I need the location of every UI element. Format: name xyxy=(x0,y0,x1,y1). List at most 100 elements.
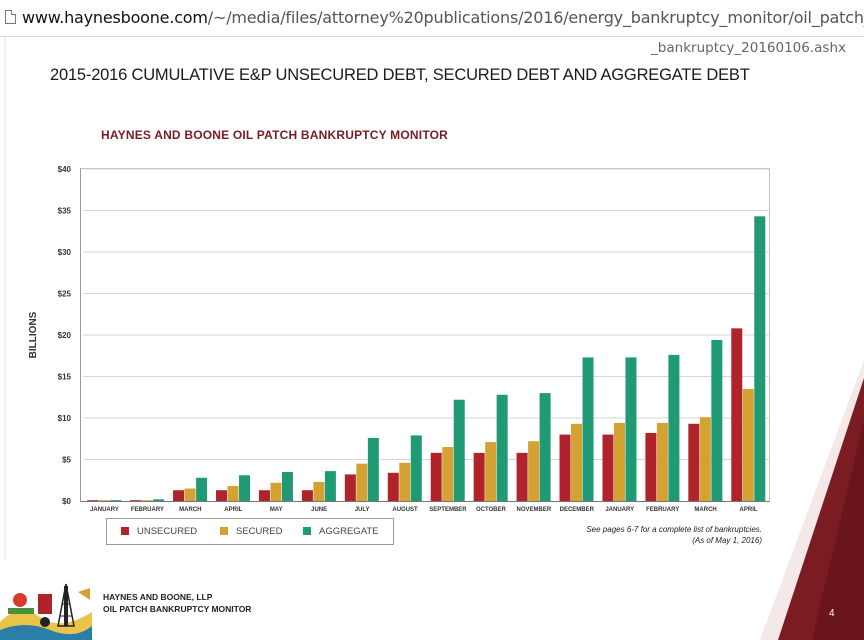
x-tick-label: JULY xyxy=(355,507,370,513)
bar-secured xyxy=(485,442,497,501)
bar-secured xyxy=(613,422,625,501)
x-tick-label: MARCH xyxy=(694,507,716,513)
bar-secured xyxy=(442,447,454,501)
bar-secured xyxy=(141,500,153,501)
url-host: www.haynesboone.com xyxy=(22,8,208,27)
y-tick-label: $0 xyxy=(62,497,71,506)
bar-secured xyxy=(742,388,754,501)
x-tick-label: JANUARY xyxy=(90,507,119,513)
chart-title: HAYNES AND BOONE OIL PATCH BANKRUPTCY MO… xyxy=(101,128,449,142)
x-tick-label: APRIL xyxy=(224,507,242,513)
bar-secured xyxy=(399,462,411,501)
x-tick-label: MARCH xyxy=(179,507,201,513)
bar-secured xyxy=(270,482,282,501)
x-tick-label: FEBRUARY xyxy=(646,507,679,513)
bar-secured xyxy=(656,422,668,501)
y-tick-label: $40 xyxy=(58,165,72,174)
x-tick-label: FEBRUARY xyxy=(131,507,164,513)
legend-item-unsecured: UNSECURED xyxy=(121,526,197,537)
bar-aggregate xyxy=(754,216,766,501)
x-tick-label: SEPTEMBER xyxy=(429,507,467,513)
y-tick-label: $30 xyxy=(58,248,72,257)
bar-secured xyxy=(699,417,711,501)
page-icon xyxy=(5,10,16,24)
bar-aggregate xyxy=(668,354,680,501)
bar-aggregate xyxy=(367,437,379,501)
x-tick-label: JANUARY xyxy=(605,507,634,513)
x-tick-label: APRIL xyxy=(740,507,758,513)
bar-secured xyxy=(356,463,368,501)
bar-unsecured xyxy=(173,490,185,501)
legend-label-secured: SECURED xyxy=(236,526,283,537)
bar-unsecured xyxy=(258,490,270,501)
url-continuation: _bankruptcy_20160106.ashx xyxy=(651,40,846,56)
bar-unsecured xyxy=(688,423,700,501)
bar-unsecured xyxy=(387,472,399,501)
x-tick-label: JUNE xyxy=(311,507,327,513)
bar-unsecured xyxy=(731,328,743,501)
bar-unsecured xyxy=(430,452,442,501)
legend-item-secured: SECURED xyxy=(220,526,282,537)
x-tick-label: NOVEMBER xyxy=(517,507,552,513)
x-tick-label: MAY xyxy=(270,507,283,513)
y-tick-label: $15 xyxy=(58,373,72,382)
footer-firm: HAYNES AND BOONE, LLP xyxy=(103,592,213,602)
bar-aggregate xyxy=(711,339,723,501)
y-axis-label: BILLIONS xyxy=(28,311,39,358)
y-tick-label: $25 xyxy=(58,290,72,299)
bar-aggregate xyxy=(625,357,637,501)
bar-unsecured xyxy=(645,432,657,501)
bar-unsecured xyxy=(473,452,485,501)
bar-unsecured xyxy=(344,474,356,501)
bar-aggregate xyxy=(153,499,165,501)
page-number: 4 xyxy=(829,608,835,619)
y-tick-label: $5 xyxy=(62,456,71,465)
note-line-2: (As of May 1, 2016) xyxy=(692,536,762,545)
bar-aggregate xyxy=(410,435,422,501)
bar-unsecured xyxy=(87,500,99,501)
bar-secured xyxy=(227,486,239,501)
y-tick-label: $35 xyxy=(58,207,72,216)
x-tick-label: AUGUST xyxy=(392,507,418,513)
bar-unsecured xyxy=(301,490,313,501)
bar-aggregate xyxy=(582,357,594,501)
footer-monitor: OIL PATCH BANKRUPTCY MONITOR xyxy=(103,604,252,614)
y-tick-label: $20 xyxy=(58,331,72,340)
url-text[interactable]: www.haynesboone.com/~/media/files/attorn… xyxy=(22,8,864,27)
note-line-1: See pages 6-7 for a complete list of ban… xyxy=(586,525,762,534)
bar-unsecured xyxy=(602,434,614,501)
legend-label-unsecured: UNSECURED xyxy=(137,526,198,537)
bar-unsecured xyxy=(559,434,571,501)
bar-secured xyxy=(528,441,540,501)
bar-aggregate xyxy=(110,500,122,501)
bar-aggregate xyxy=(239,475,251,501)
url-path: /~/media/files/attorney%20publications/2… xyxy=(207,8,864,27)
y-tick-label: $10 xyxy=(58,414,72,423)
slide-title: 2015-2016 CUMULATIVE E&P UNSECURED DEBT,… xyxy=(50,66,750,84)
bar-secured xyxy=(98,500,110,501)
legend-swatch-unsecured xyxy=(121,527,129,535)
bar-secured xyxy=(184,488,196,501)
bar-aggregate xyxy=(281,471,293,501)
bar-aggregate xyxy=(496,394,508,501)
legend-item-aggregate: AGGREGATE xyxy=(303,526,378,537)
chart-note: See pages 6-7 for a complete list of ban… xyxy=(586,524,762,546)
bar-unsecured xyxy=(216,490,228,501)
chart-legend: UNSECURED SECURED AGGREGATE xyxy=(106,518,394,545)
legend-label-aggregate: AGGREGATE xyxy=(319,526,379,537)
bar-unsecured xyxy=(130,500,142,501)
bar-aggregate xyxy=(324,471,336,501)
legend-swatch-secured xyxy=(220,527,228,535)
oil-patch-illustration xyxy=(0,582,92,640)
footer-text: HAYNES AND BOONE, LLP OIL PATCH BANKRUPT… xyxy=(103,591,251,615)
bar-secured xyxy=(571,423,583,501)
bar-aggregate xyxy=(539,393,551,501)
bar-aggregate xyxy=(196,477,208,501)
bar-aggregate xyxy=(453,399,465,501)
bar-secured xyxy=(313,481,325,501)
legend-swatch-aggregate xyxy=(303,527,311,535)
x-tick-label: OCTOBER xyxy=(476,507,507,513)
browser-address-bar[interactable]: www.haynesboone.com/~/media/files/attorn… xyxy=(0,0,864,37)
bar-unsecured xyxy=(516,452,528,501)
